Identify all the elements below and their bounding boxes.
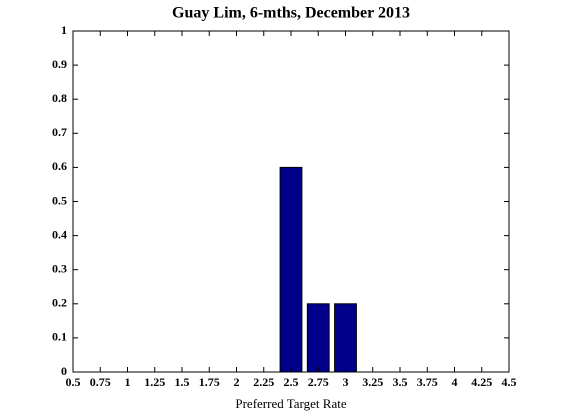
y-tick-label: 0.7 (52, 125, 67, 139)
x-tick-label: 2.25 (253, 375, 274, 389)
bar (306, 303, 330, 373)
x-tick-label: 0.75 (90, 375, 111, 389)
y-tick-label: 0.6 (52, 159, 67, 173)
bar (334, 303, 357, 373)
x-tick-label: 4.25 (471, 375, 492, 389)
x-tick-label: 1.75 (199, 375, 220, 389)
y-tick-label: 0.2 (52, 296, 67, 310)
y-tick-label: 0.9 (52, 57, 67, 71)
x-tick-label: 3.25 (362, 375, 383, 389)
x-tick-label: 1 (125, 375, 131, 389)
x-tick-label: 1.5 (175, 375, 190, 389)
x-tick-label: 3.75 (417, 375, 438, 389)
x-tick-label: 4.5 (502, 375, 517, 389)
y-tick-label: 0 (61, 364, 67, 378)
x-tick-label: 3.5 (393, 375, 408, 389)
x-tick-label: 1.25 (144, 375, 165, 389)
y-tick-label: 0.8 (52, 91, 67, 105)
x-tick-label: 2.75 (308, 375, 329, 389)
x-axis-label: Preferred Target Rate (235, 396, 346, 411)
y-tick-label: 1 (61, 23, 67, 37)
y-tick-label: 0.5 (52, 193, 67, 207)
x-tick-label: 4 (452, 375, 458, 389)
x-tick-label: 3 (343, 375, 349, 389)
y-tick-label: 0.3 (52, 261, 67, 275)
chart-title: Guay Lim, 6-mths, December 2013 (172, 5, 410, 22)
x-tick-label: 2.5 (284, 375, 299, 389)
x-tick-label: 0.5 (66, 375, 81, 389)
x-tick-label: 2 (234, 375, 240, 389)
y-tick-label: 0.4 (52, 227, 67, 241)
bar (279, 166, 303, 373)
y-tick-label: 0.1 (52, 330, 67, 344)
